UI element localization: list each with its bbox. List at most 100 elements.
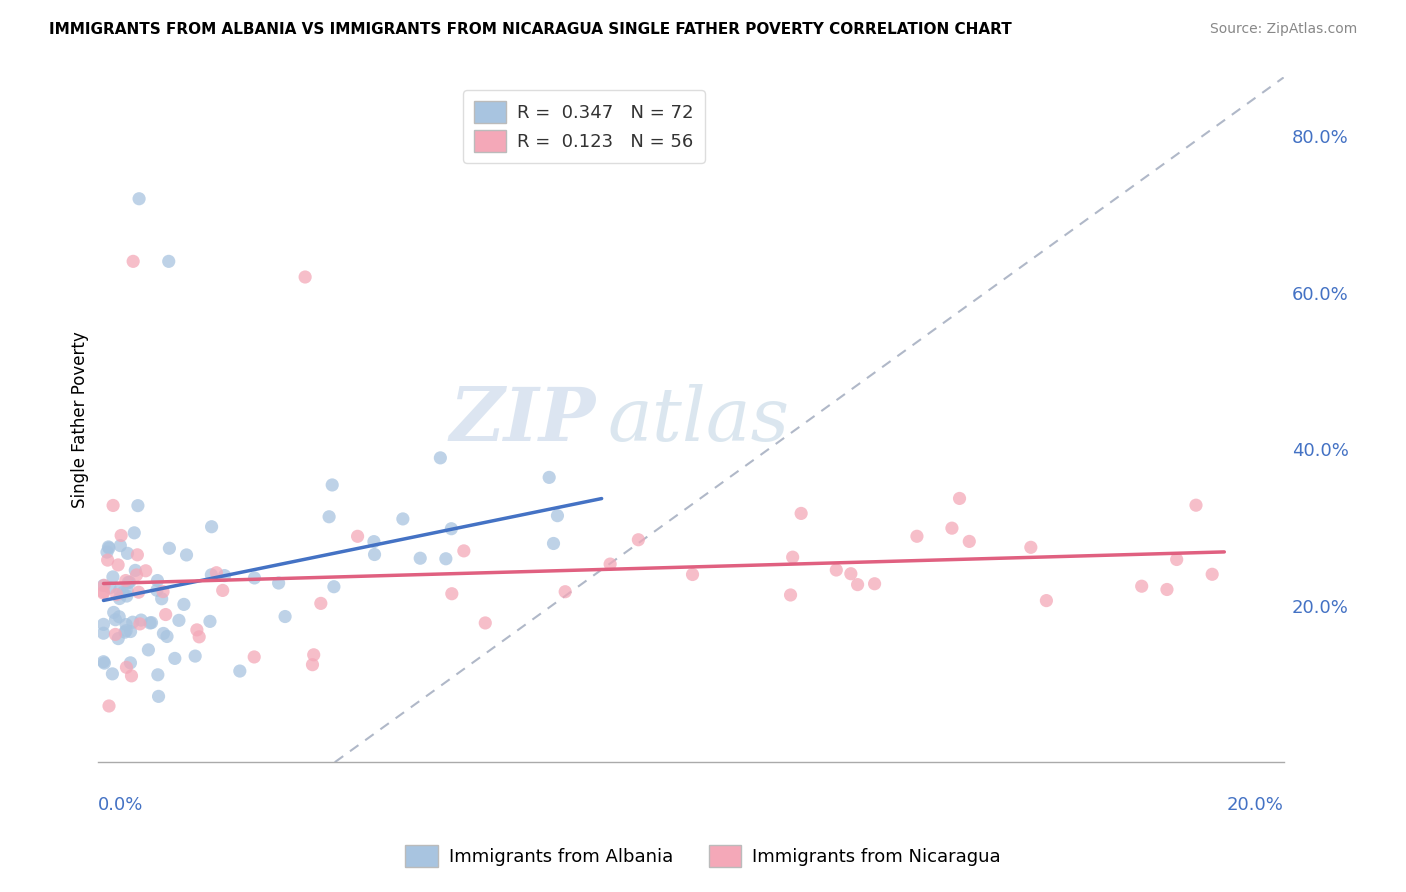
Point xyxy=(93,578,115,592)
Point xyxy=(104,627,127,641)
Point xyxy=(1019,541,1042,555)
Point xyxy=(846,577,869,591)
Legend: R =  0.347   N = 72, R =  0.123   N = 56: R = 0.347 N = 72, R = 0.123 N = 56 xyxy=(463,90,704,163)
Point xyxy=(363,534,385,549)
Point xyxy=(122,254,145,268)
Point xyxy=(120,624,142,639)
Point xyxy=(1035,593,1057,607)
Legend: Immigrants from Albania, Immigrants from Nicaragua: Immigrants from Albania, Immigrants from… xyxy=(398,838,1008,874)
Point xyxy=(146,667,169,681)
Point xyxy=(129,613,152,627)
Y-axis label: Single Father Poverty: Single Father Poverty xyxy=(72,332,89,508)
Point xyxy=(108,583,131,598)
Point xyxy=(302,648,325,662)
Point xyxy=(146,583,169,598)
Text: 0.0%: 0.0% xyxy=(97,797,143,814)
Point xyxy=(779,588,801,602)
Point xyxy=(321,478,343,492)
Point xyxy=(97,541,120,555)
Text: ZIP: ZIP xyxy=(450,384,596,456)
Point xyxy=(905,529,928,543)
Point xyxy=(186,623,208,637)
Point xyxy=(101,570,124,584)
Point xyxy=(121,615,143,630)
Text: 20.0%: 20.0% xyxy=(1227,797,1284,814)
Point xyxy=(107,558,129,572)
Point xyxy=(941,521,963,535)
Point xyxy=(117,546,139,560)
Point xyxy=(124,563,146,577)
Point xyxy=(543,536,565,550)
Point xyxy=(128,585,150,599)
Point xyxy=(98,698,121,713)
Point xyxy=(301,657,323,672)
Point xyxy=(546,508,568,523)
Point xyxy=(243,571,266,585)
Point xyxy=(110,539,132,553)
Point xyxy=(346,529,368,543)
Point xyxy=(150,591,173,606)
Point xyxy=(114,574,136,588)
Point xyxy=(948,491,970,506)
Point xyxy=(214,568,236,582)
Point xyxy=(538,470,561,484)
Point xyxy=(409,551,432,566)
Point xyxy=(115,617,138,632)
Point xyxy=(429,450,451,465)
Point xyxy=(120,656,142,670)
Point xyxy=(188,630,211,644)
Point xyxy=(155,607,177,622)
Point xyxy=(148,690,170,704)
Point xyxy=(440,522,463,536)
Point xyxy=(599,557,621,571)
Point xyxy=(110,528,132,542)
Point xyxy=(176,548,198,562)
Point xyxy=(93,585,115,599)
Point xyxy=(101,499,124,513)
Point xyxy=(141,615,163,630)
Point xyxy=(152,626,174,640)
Point xyxy=(363,548,385,562)
Point xyxy=(157,541,180,556)
Point xyxy=(122,525,145,540)
Point xyxy=(114,625,136,640)
Point xyxy=(125,568,148,582)
Point xyxy=(554,584,576,599)
Point xyxy=(790,507,813,521)
Text: IMMIGRANTS FROM ALBANIA VS IMMIGRANTS FROM NICARAGUA SINGLE FATHER POVERTY CORRE: IMMIGRANTS FROM ALBANIA VS IMMIGRANTS FR… xyxy=(49,22,1012,37)
Point xyxy=(93,655,115,669)
Point xyxy=(440,587,463,601)
Point xyxy=(1166,552,1188,566)
Point xyxy=(118,575,141,590)
Point xyxy=(205,566,228,580)
Point xyxy=(200,567,222,582)
Point xyxy=(274,609,297,624)
Point xyxy=(294,270,316,285)
Point xyxy=(108,591,131,606)
Point xyxy=(863,576,886,591)
Point xyxy=(322,580,344,594)
Point xyxy=(107,632,129,646)
Point xyxy=(156,630,179,644)
Point xyxy=(138,643,160,657)
Point xyxy=(267,576,290,591)
Point xyxy=(115,584,138,599)
Point xyxy=(139,615,162,630)
Point xyxy=(146,574,169,588)
Point xyxy=(103,606,125,620)
Point xyxy=(1185,498,1208,512)
Text: Source: ZipAtlas.com: Source: ZipAtlas.com xyxy=(1209,22,1357,37)
Point xyxy=(173,598,195,612)
Point xyxy=(121,669,143,683)
Point xyxy=(128,192,150,206)
Point xyxy=(117,575,139,590)
Point xyxy=(127,548,149,562)
Point xyxy=(96,545,118,559)
Point xyxy=(93,626,115,640)
Point xyxy=(627,533,650,547)
Point xyxy=(198,615,221,629)
Point xyxy=(211,583,233,598)
Point xyxy=(243,649,266,664)
Point xyxy=(115,589,138,603)
Point xyxy=(392,512,415,526)
